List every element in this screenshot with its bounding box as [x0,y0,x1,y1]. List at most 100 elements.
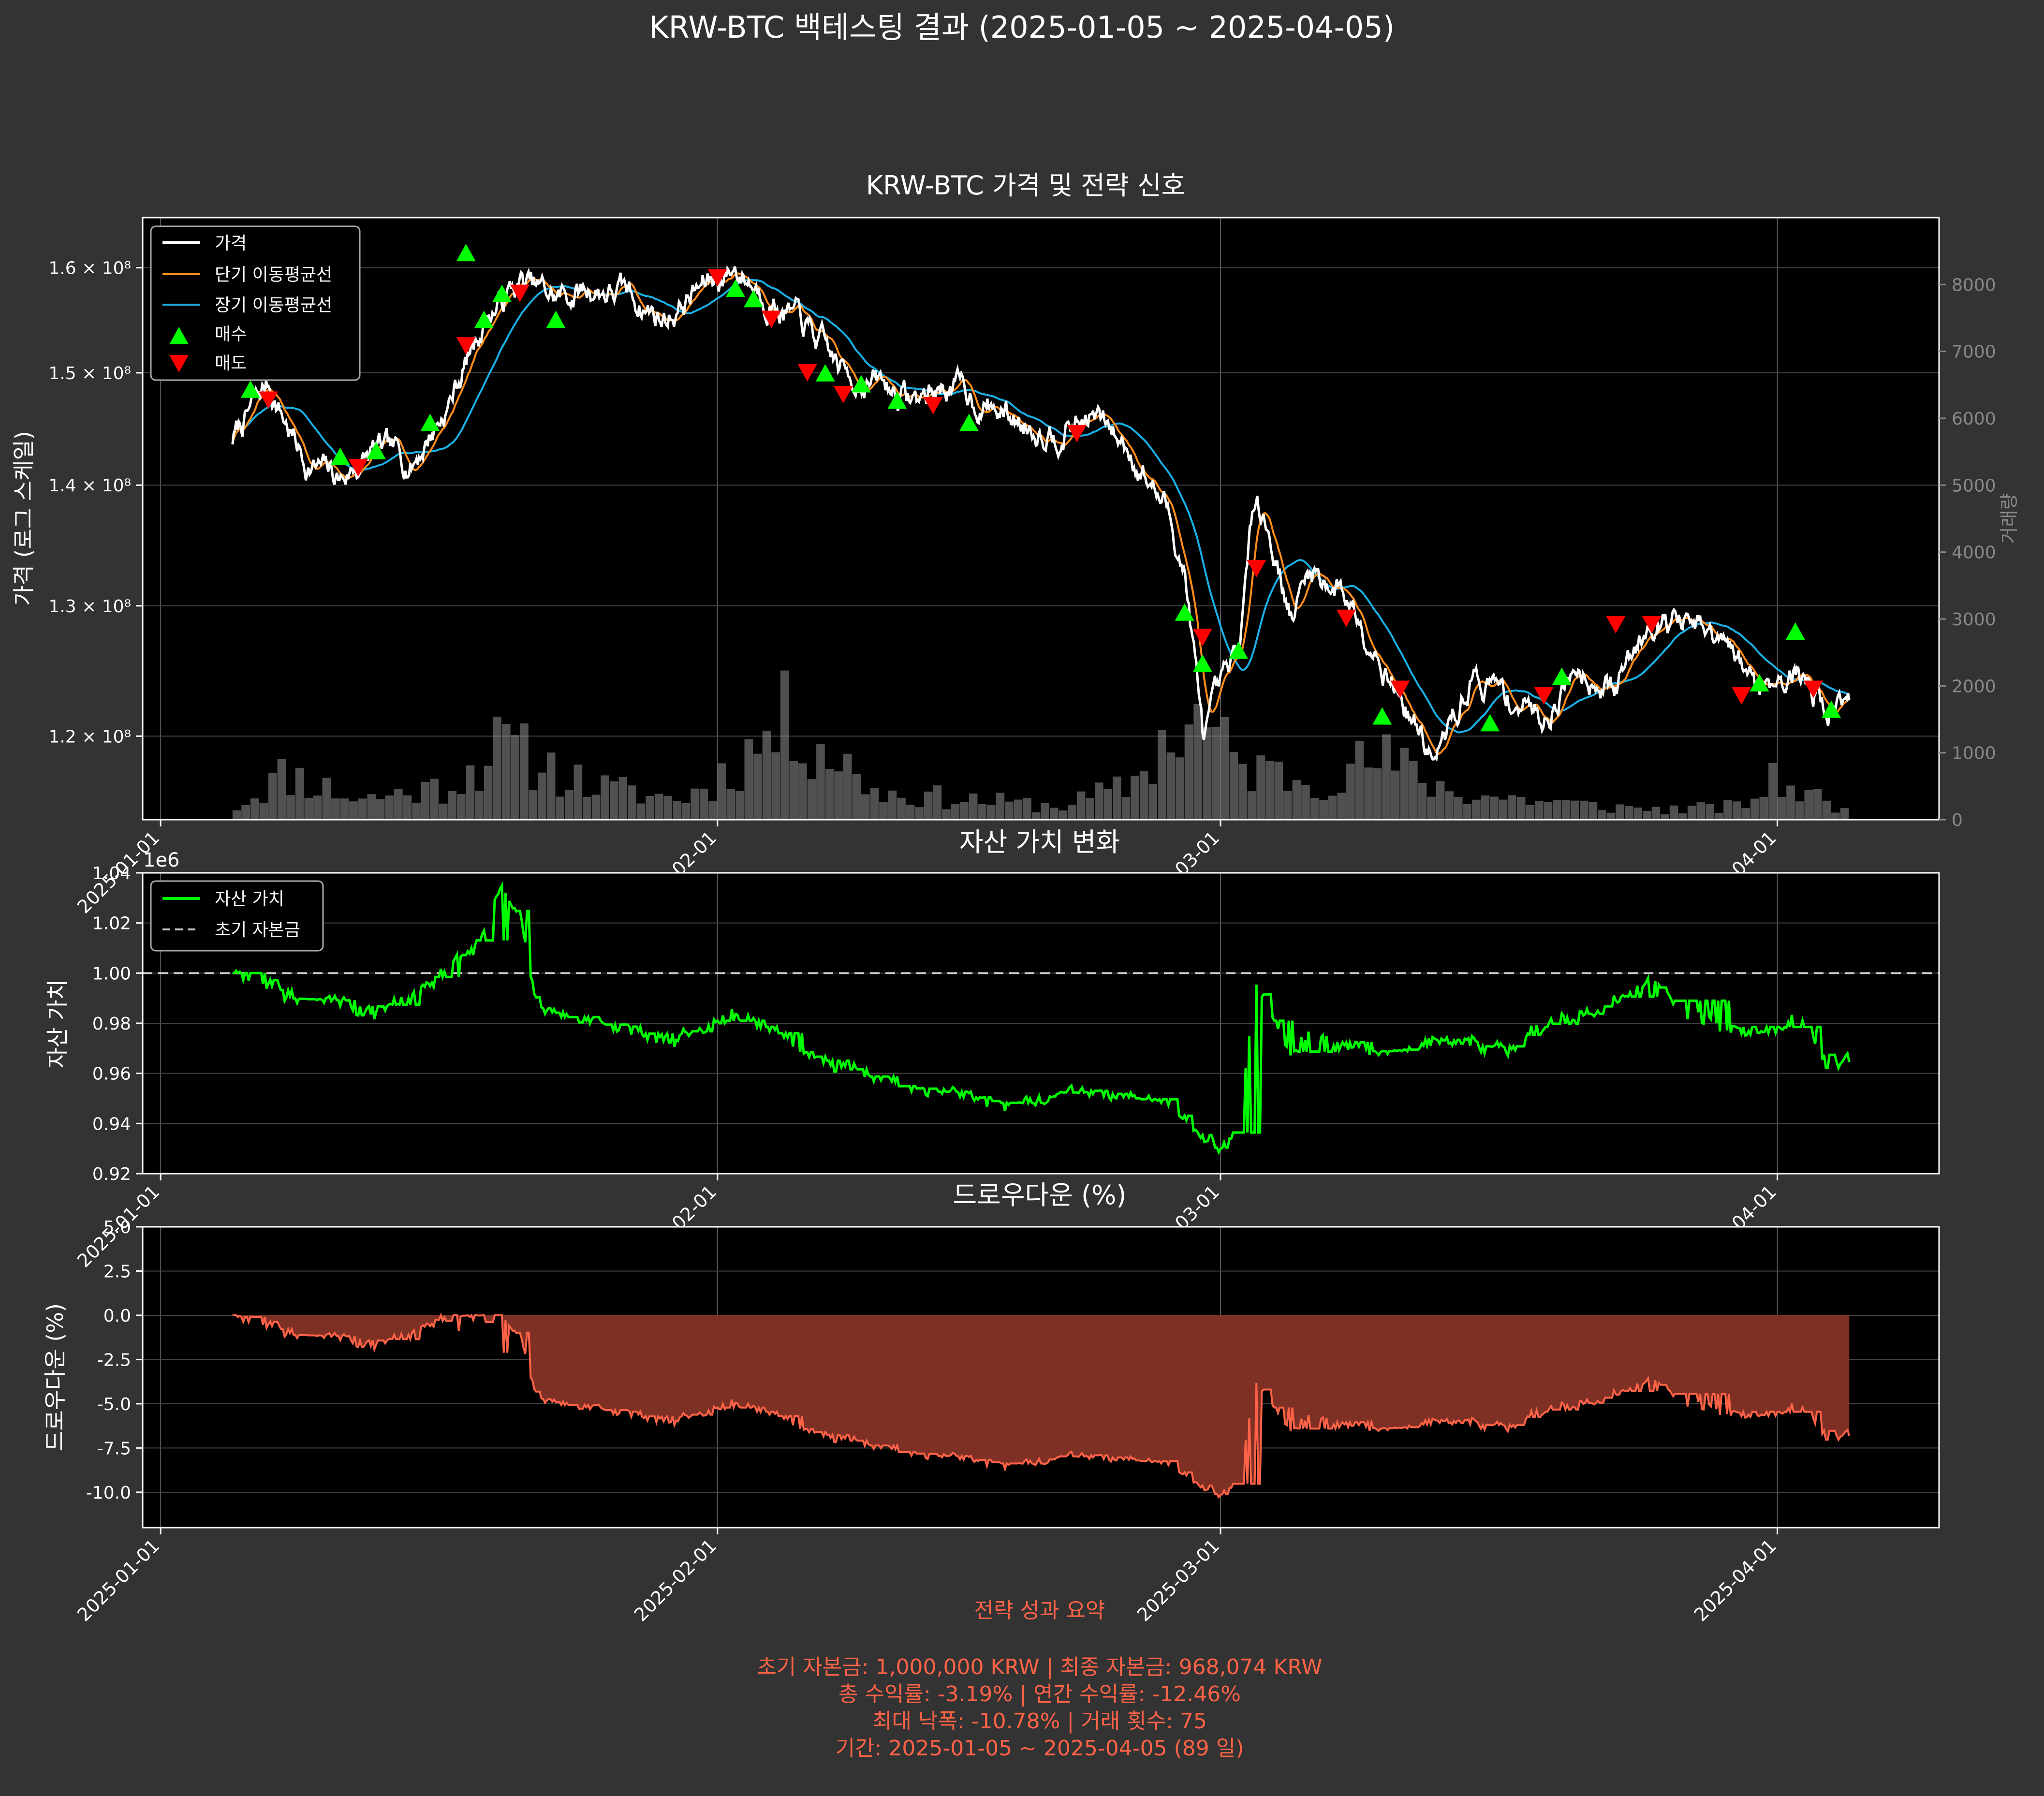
buy-marker [1750,674,1769,692]
y-tick-label: -10.0 [86,1483,131,1503]
volume-bar [1571,800,1579,820]
y-tick-label: 0.0 [103,1306,131,1326]
volume-bar [1031,812,1041,820]
volume-bar [430,779,439,820]
volume-bar [1454,797,1463,820]
y2-tick-label: 5000 [1952,476,1996,496]
volume-bar [484,766,493,820]
y-tick-label: -5.0 [97,1395,131,1414]
legend-equity-label: 자산 가치 [215,889,284,909]
volume-bar [1400,748,1409,820]
buy-marker [546,310,566,328]
sell-marker [1247,559,1266,577]
volume-bar [924,791,933,820]
volume-bar [762,731,771,820]
volume-bar [511,735,520,820]
volume-bar [277,759,286,820]
y-tick-label: 1.2 × 10⁸ [48,727,131,747]
volume-bar [1544,802,1553,820]
volume-bar [1229,752,1238,820]
volume-bar [1148,784,1157,820]
volume-bar [1247,791,1256,820]
volume-bar [726,789,735,820]
drawdown-plot-frame [142,1226,1940,1529]
buy-marker [1552,667,1572,685]
volume-bar [798,763,807,820]
volume-bar [376,799,385,820]
volume-bar [1723,800,1732,820]
buy-marker [744,290,764,308]
volume-bar [1598,810,1606,820]
volume-bar [556,796,565,820]
volume-bar [1768,763,1777,820]
volume-bar [268,773,277,820]
volume-bar [1526,805,1535,820]
buy-marker [1175,603,1194,621]
volume-bar [358,798,367,820]
volume-bar [654,794,663,820]
volume-bar [313,795,322,820]
volume-bar [888,790,897,820]
volume-bar [340,798,349,820]
volume-bar [834,771,843,820]
sell-marker [1642,616,1662,633]
volume-bar [843,753,852,820]
volume-bar [1481,795,1490,820]
legend-price-label: 가격 [215,234,247,253]
volume-bar [1427,796,1436,820]
y-tick-label: 1.04 [92,864,131,883]
volume-bar [403,795,412,820]
volume-bar [573,765,583,820]
sell-marker [797,364,817,382]
y-tick-label: 1.5 × 10⁸ [48,364,131,383]
volume-bar [691,788,699,820]
volume-bar [1678,813,1687,820]
buy-marker [959,413,979,431]
volume-bar [996,793,1005,820]
volume-bar [331,798,340,820]
volume-bar [295,767,304,820]
y-tick-label: 0.96 [92,1064,131,1084]
volume-bar [699,788,708,820]
volume-bar [538,772,546,820]
volume-bar [1319,800,1328,820]
volume-bar [1714,812,1723,820]
drawdown-y-ticks: -10.0 -7.5 -5.0 -2.5 0.0 2.5 5.0 [86,1218,143,1503]
volume-bar [1023,798,1031,820]
volume-bar [1310,798,1319,820]
volume-bar [1535,801,1544,820]
volume-bar [1139,771,1148,820]
volume-bar [628,785,636,820]
volume-bar [439,803,448,820]
drawdown-panel-title: 드로우다운 (%) [953,1180,1126,1210]
equity-panel-title: 자산 가치 변화 [959,827,1120,857]
volume-bar [1580,800,1588,820]
volume-bar [1193,704,1202,820]
equity-panel: 자산 가치 변화 0.920.940.960.981.001.021.04 20… [44,827,1940,1272]
sell-marker [348,459,368,477]
volume-bar [646,796,654,820]
equity-y-ticks: 0.92 0.94 0.96 0.98 1.00 1.02 1.04 [92,864,143,1184]
buy-marker [1372,707,1392,725]
volume-bar [870,788,879,820]
y2-tick-label: 7000 [1952,342,1996,362]
drawdown-area [232,1315,1850,1497]
volume-bar [1687,806,1696,820]
volume-bar [1732,801,1741,820]
buy-marker [240,380,260,398]
legend-baseline-label: 초기 자본금 [215,920,300,940]
volume-bar [349,801,358,820]
volume-bar [780,670,789,820]
long-ma-line [231,279,1850,734]
y-tick-label: 1.00 [92,964,131,984]
volume-bar [448,791,457,820]
volume-bar [618,777,628,820]
sell-marker [707,269,727,287]
buy-marker [330,447,350,465]
volume-bar [1283,791,1292,820]
volume-bar [457,794,466,820]
volume-bar [852,774,861,820]
summary-line-capital: 초기 자본금: 1,000,000 KRW | 최종 자본금: 968,074 … [757,1655,1322,1679]
volume-bar [1131,776,1139,820]
